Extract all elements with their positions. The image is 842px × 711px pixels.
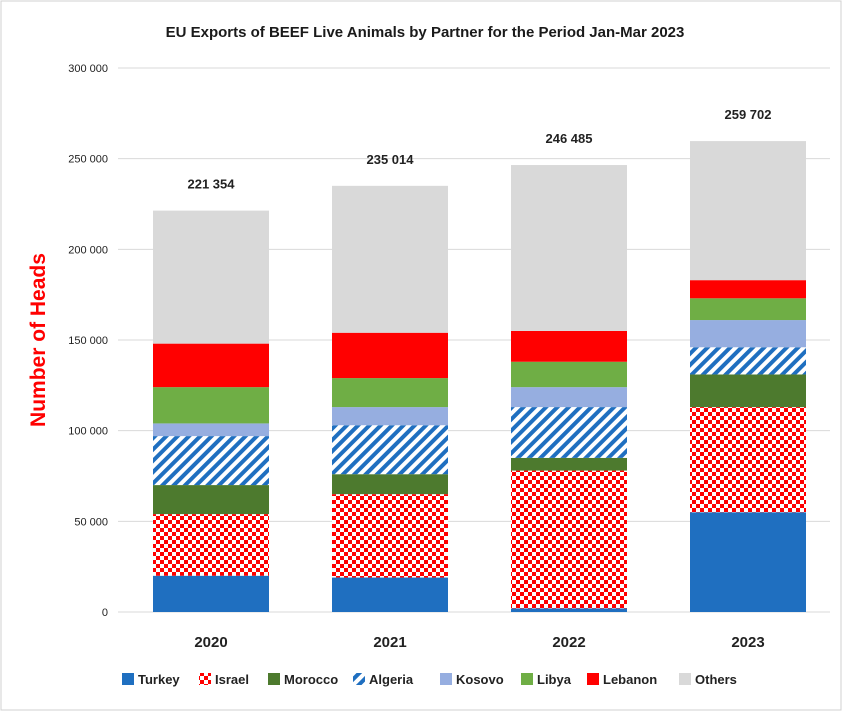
bar-segment-libya-2022 — [511, 361, 627, 388]
legend-label: Israel — [215, 672, 249, 687]
legend-label: Libya — [537, 672, 572, 687]
bar-segment-lebanon-2022 — [511, 330, 627, 362]
legend: Turkey Israel Morocco Algeria Kosovo Libya Leb… — [122, 672, 737, 687]
bar-segment-morocco-2023 — [690, 374, 806, 408]
total-label-2020: 221 354 — [188, 177, 236, 192]
legend-item-libya: Libya — [521, 672, 572, 687]
bar-segment-lebanon-2021 — [332, 332, 448, 379]
x-axis-ticks: 2020 2021 2022 2023 — [194, 634, 764, 651]
legend-swatch — [122, 673, 134, 685]
x-tick-label: 2020 — [194, 634, 227, 651]
bar-segment-algeria-2020 — [153, 436, 269, 486]
bar-segment-others-2021 — [332, 185, 448, 333]
bar-segment-israel-2023 — [690, 407, 806, 513]
legend-swatch — [353, 673, 365, 685]
x-tick-label: 2022 — [552, 634, 585, 651]
bar-segment-lebanon-2023 — [690, 280, 806, 299]
bar-segment-algeria-2023 — [690, 347, 806, 375]
legend-swatch — [268, 673, 280, 685]
bar-segment-kosovo-2023 — [690, 320, 806, 348]
legend-swatch — [440, 673, 452, 685]
bar-segment-algeria-2021 — [332, 425, 448, 475]
legend-item-kosovo: Kosovo — [440, 672, 504, 687]
bar-segment-turkey-2021 — [332, 577, 448, 612]
bar-segment-algeria-2022 — [511, 407, 627, 458]
x-tick-label: 2021 — [373, 634, 406, 651]
legend-label: Kosovo — [456, 672, 504, 687]
bar-segment-libya-2021 — [332, 378, 448, 408]
bar-segment-kosovo-2020 — [153, 423, 269, 437]
legend-swatch — [521, 673, 533, 685]
bar-segment-turkey-2023 — [690, 512, 806, 612]
x-tick-label: 2023 — [731, 634, 764, 651]
bar-segment-lebanon-2020 — [153, 343, 269, 388]
total-label-2023: 259 702 — [725, 107, 772, 122]
legend-item-morocco: Morocco — [268, 672, 338, 687]
bar-segment-others-2020 — [153, 210, 269, 344]
bar-segment-morocco-2022 — [511, 457, 627, 471]
legend-item-israel: Israel — [199, 672, 249, 687]
bar-segment-morocco-2020 — [153, 485, 269, 515]
y-axis-ticks: 0 50 000 100 000 150 000 200 000 250 000 300 0… — [68, 63, 108, 619]
y-tick-label: 200 000 — [68, 244, 108, 256]
chart-title: EU Exports of BEEF Live Animals by Partn… — [166, 24, 685, 41]
y-tick-label: 50 000 — [74, 516, 108, 528]
legend-label: Others — [695, 672, 737, 687]
bar-segment-turkey-2020 — [153, 575, 269, 612]
bar-segment-kosovo-2021 — [332, 407, 448, 426]
legend-swatch — [679, 673, 691, 685]
legend-label: Algeria — [369, 672, 414, 687]
bar-segment-morocco-2021 — [332, 474, 448, 495]
legend-item-others: Others — [679, 672, 737, 687]
y-tick-label: 150 000 — [68, 335, 108, 347]
bars — [153, 141, 806, 612]
total-labels: 221 354 235 014 246 485 259 702 — [188, 107, 772, 192]
y-axis-label: Number of Heads — [27, 253, 50, 427]
bar-segment-israel-2021 — [332, 494, 448, 578]
total-label-2021: 235 014 — [367, 152, 415, 167]
y-tick-label: 100 000 — [68, 426, 108, 438]
y-tick-label: 250 000 — [68, 154, 108, 166]
bar-segment-israel-2020 — [153, 514, 269, 576]
y-tick-label: 300 000 — [68, 63, 108, 75]
bar-segment-kosovo-2022 — [511, 387, 627, 408]
bar-segment-israel-2022 — [511, 470, 627, 609]
legend-label: Turkey — [138, 672, 180, 687]
legend-item-algeria: Algeria — [353, 672, 414, 687]
legend-item-turkey: Turkey — [122, 672, 180, 687]
bar-segment-others-2022 — [511, 165, 627, 331]
bar-segment-turkey-2022 — [511, 608, 627, 612]
y-tick-label: 0 — [102, 607, 108, 619]
legend-swatch — [587, 673, 599, 685]
bar-segment-libya-2023 — [690, 298, 806, 321]
bar-segment-others-2023 — [690, 141, 806, 281]
legend-label: Morocco — [284, 672, 338, 687]
bar-segment-libya-2020 — [153, 387, 269, 424]
legend-item-lebanon: Lebanon — [587, 672, 657, 687]
legend-swatch — [199, 673, 211, 685]
total-label-2022: 246 485 — [546, 131, 593, 146]
legend-label: Lebanon — [603, 672, 657, 687]
